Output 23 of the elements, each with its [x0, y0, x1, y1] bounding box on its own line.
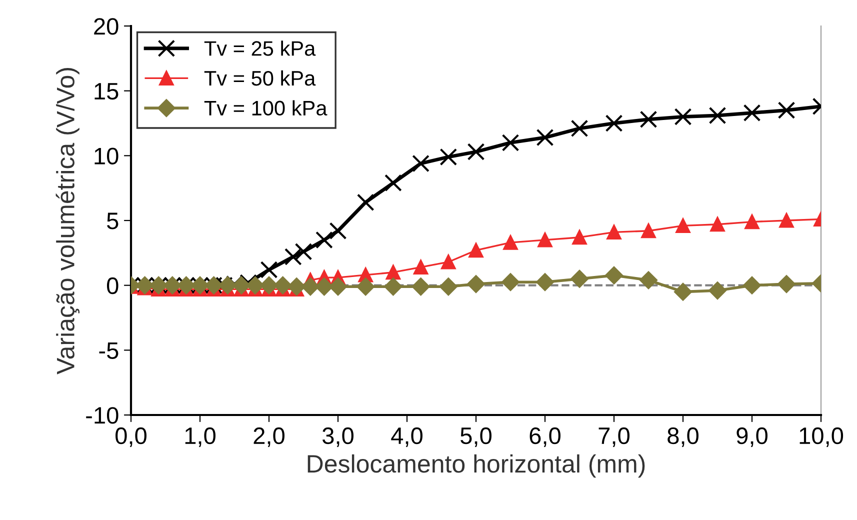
y-tick-label: 20 [94, 18, 118, 35]
x-axis-title: Deslocamento horizontal (mm) [308, 454, 645, 478]
y-tick-label: 15 [94, 83, 118, 100]
x-tick-label: 4,0 [391, 427, 422, 447]
y-tick-label: 0 [106, 277, 118, 294]
y-axis-title: Variação volumétrica (V/Vo) [56, 68, 80, 374]
x-tick-label: 0,0 [116, 427, 146, 447]
legend-label: Tv = 100 kPa [204, 100, 328, 116]
x-tick-label: 7,0 [598, 427, 630, 447]
y-tick-label: -10 [86, 407, 118, 424]
x-tick-label: 2,0 [254, 427, 284, 447]
y-tick-label: 10 [94, 148, 118, 164]
x-tick-label: 10,0 [800, 427, 844, 447]
y-tick-label: -5 [99, 342, 118, 359]
x-tick-label: 3,0 [322, 427, 354, 447]
y-tick-label: 5 [107, 212, 118, 230]
x-tick-label: 5,0 [460, 427, 492, 447]
x-tick-label: 9,0 [736, 427, 768, 447]
x-tick-label: 6,0 [530, 427, 560, 447]
legend-label: Tv = 50 kPa [204, 70, 316, 86]
x-tick-label: 8,0 [668, 427, 698, 447]
x-tick-label: 1,0 [185, 427, 216, 447]
legend-label: Tv = 25 kPa [204, 40, 316, 56]
